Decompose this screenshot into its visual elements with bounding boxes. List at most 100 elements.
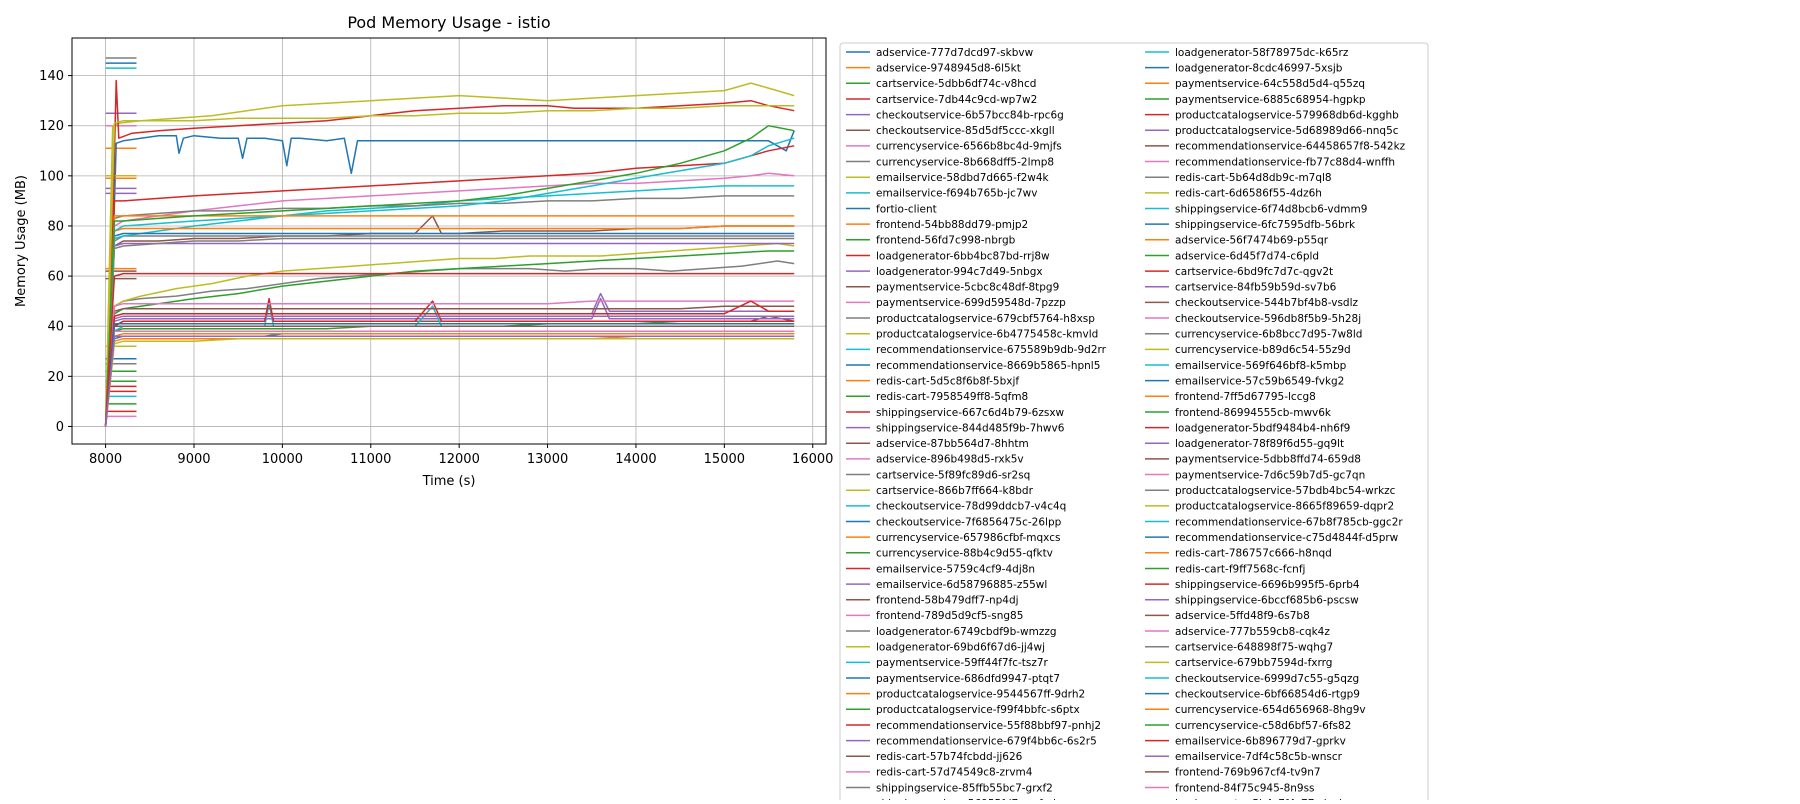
series-line: [104, 337, 795, 427]
legend-label: redis-cart-f9ff7568c-fcnfj: [1175, 563, 1305, 575]
y-tick-label: 80: [47, 219, 64, 234]
x-axis-label: Time (s): [422, 474, 476, 489]
y-tick-label: 0: [56, 420, 64, 435]
series-line: [104, 315, 795, 427]
series-line: [104, 79, 795, 427]
legend-label: recommendationservice-8669b5865-hpnl5: [876, 360, 1100, 372]
series-line: [104, 330, 795, 427]
legend-label: redis-cart-6d6586f55-4dz6h: [1175, 188, 1322, 200]
legend-label: adservice-87bb564d7-8hhtm: [876, 438, 1029, 450]
legend-label: productcatalogservice-6b4775458c-kmvld: [876, 329, 1098, 341]
legend-label: shippingservice-85ffb55bc7-grxf2: [876, 782, 1053, 794]
y-tick-label: 20: [47, 370, 64, 385]
legend-label: redis-cart-57b74fcbdd-jj626: [876, 751, 1023, 763]
legend-label: recommendationservice-64458657f8-542kz: [1175, 141, 1406, 153]
legend-label: emailservice-569f646bf8-k5mbp: [1175, 360, 1347, 372]
legend-label: cartservice-866b7ff664-k8bdr: [876, 485, 1034, 497]
legend-label: currencyservice-654d656968-8hg9v: [1175, 704, 1366, 716]
legend-label: emailservice-6d58796885-z55wl: [876, 579, 1047, 591]
series-line: [104, 242, 795, 427]
x-tick-label: 11000: [350, 452, 391, 467]
legend-label: recommendationservice-67b8f785cb-ggc2r: [1175, 516, 1403, 528]
series-line: [104, 305, 795, 427]
legend-label: productcatalogservice-5d68989d66-nnq5c: [1175, 125, 1399, 137]
legend-label: cartservice-5dbb6df74c-v8hcd: [876, 78, 1036, 90]
series-line: [104, 145, 795, 427]
series-line: [104, 297, 795, 427]
legend-label: cartservice-6bd9fc7d7c-qgv2t: [1175, 266, 1333, 278]
x-tick-label: 10000: [262, 452, 303, 467]
legend-label: cartservice-648898f75-wqhg7: [1175, 642, 1333, 654]
legend-label: recommendationservice-675589b9db-9d2rr: [876, 344, 1107, 356]
legend-label: recommendationservice-fb77c88d4-wnffh: [1175, 156, 1395, 168]
legend-label: currencyservice-88b4c9d55-qfktv: [876, 548, 1053, 560]
legend-label: loadgenerator-994c7d49-5nbgx: [876, 266, 1043, 278]
tick-layer: 8000 9000 10000 11000 12000 13000 14000 15000 16…: [39, 69, 833, 467]
series-line: [104, 237, 795, 427]
legend-label: cartservice-84fb59b59d-sv7b6: [1175, 282, 1337, 294]
legend-label: shippingservice-844d485f9b-7hwv6: [876, 422, 1065, 434]
legend-label: paymentservice-5dbb8ffd74-659d8: [1175, 454, 1361, 466]
legend-label: cartservice-7db44c9cd-wp7w2: [876, 94, 1037, 106]
legend-label: paymentservice-699d59548d-7pzzp: [876, 297, 1066, 309]
legend-label: adservice-9748945d8-6l5kt: [876, 62, 1021, 74]
legend-label: redis-cart-57d74549c8-zrvm4: [876, 767, 1033, 779]
series-line: [104, 332, 795, 427]
legend-label: frontend-769b967cf4-tv9n7: [1175, 767, 1321, 779]
x-tick-label: 12000: [438, 452, 479, 467]
legend-label: emailservice-6b896779d7-gprkv: [1175, 735, 1346, 747]
series-line: [104, 104, 795, 427]
legend-label: emailservice-7df4c58c5b-wnscr: [1175, 751, 1343, 763]
legend-label: frontend-54bb88dd79-pmjp2: [876, 219, 1028, 231]
legend-label: redis-cart-7958549ff8-5qfm8: [876, 391, 1028, 403]
series-line: [104, 195, 795, 427]
series-line: [104, 300, 795, 427]
legend-label: loadgenerator-69bd6f67d6-jj4wj: [876, 642, 1045, 654]
legend-label: frontend-56fd7c998-nbrgb: [876, 235, 1016, 247]
series-line: [104, 300, 795, 427]
legend-label: adservice-5ffd48f9-6s7b8: [1175, 610, 1310, 622]
legend-label: paymentservice-59ff44f7fc-tsz7r: [876, 657, 1049, 669]
legend: adservice-777d7dcd97-skbvw adservice-9748…: [839, 42, 1429, 804]
legend-label: productcatalogservice-57bdb4bc54-wrkzc: [1175, 485, 1396, 497]
series-line: [104, 215, 795, 427]
legend-label: shippingservice-6bccf685b6-pscsw: [1175, 595, 1359, 607]
series-line: [104, 82, 795, 427]
legend-label: currencyservice-657986cfbf-mqxcs: [876, 532, 1060, 544]
legend-label: checkoutservice-6999d7c55-g5qzg: [1175, 673, 1359, 685]
y-tick-label: 40: [47, 320, 64, 335]
legend-label: emailservice-5759c4cf9-4dj8n: [876, 563, 1035, 575]
series-line: [104, 130, 795, 427]
y-tick-label: 100: [39, 169, 64, 184]
legend-label: redis-cart-5b64d8db9c-m7ql8: [1175, 172, 1332, 184]
series-line: [104, 235, 795, 427]
series-line: [104, 225, 795, 427]
legend-label: frontend-86994555cb-mwv6k: [1175, 407, 1332, 419]
series-layer: [104, 57, 795, 427]
series-line: [104, 325, 795, 427]
legend-label: productcatalogservice-9544567ff-9drh2: [876, 688, 1085, 700]
legend-label: adservice-777b559cb8-cqk4z: [1175, 626, 1330, 638]
legend-label: currencyservice-b89d6c54-55z9d: [1175, 344, 1351, 356]
legend-label: loadgenerator-8cdc46997-5xsjb: [1175, 62, 1343, 74]
legend-label: frontend-789d5d9cf5-sng85: [876, 610, 1023, 622]
legend-label: shippingservice-6fc7595dfb-56brk: [1175, 219, 1356, 231]
legend-label: frontend-84f75c945-8n9ss: [1175, 782, 1315, 794]
y-axis-label: Memory Usage (MB): [14, 175, 29, 307]
series-line: [104, 137, 795, 427]
legend-label: currencyservice-6b8bcc7d95-7w8ld: [1175, 329, 1362, 341]
legend-label: productcatalogservice-f99f4bbfc-s6ptx: [876, 704, 1080, 716]
legend-label: loadgenerator-78f89f6d55-gq9lt: [1175, 438, 1344, 450]
legend-label: productcatalogservice-579968db6d-kgghb: [1175, 109, 1399, 121]
series-line: [104, 272, 795, 427]
y-tick-label: 120: [39, 119, 64, 134]
legend-label: frontend-58b479dff7-np4dj: [876, 595, 1019, 607]
legend-label: checkoutservice-7f6856475c-26lpp: [876, 516, 1062, 528]
x-tick-label: 15000: [704, 452, 745, 467]
chart-title: Pod Memory Usage - istio: [347, 13, 550, 32]
legend-label: loadgenerator-6749cbdf9b-wmzzg: [876, 626, 1057, 638]
legend-label: checkoutservice-6bf66854d6-rtgp9: [1175, 688, 1360, 700]
plot-frame: [71, 37, 827, 445]
